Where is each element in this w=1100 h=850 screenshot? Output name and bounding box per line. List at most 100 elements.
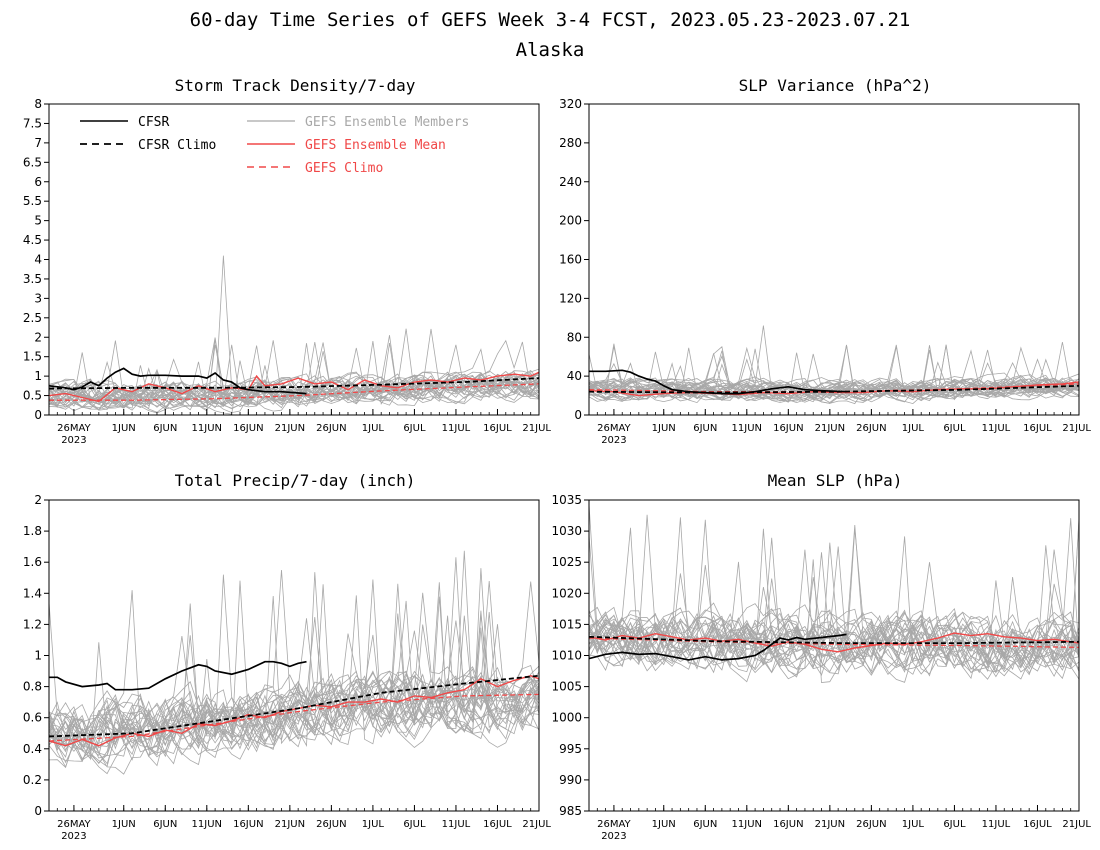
x-tick-label: 1JUL [362, 819, 385, 830]
y-tick-label: 1015 [551, 617, 582, 631]
ensemble-member-line [49, 664, 539, 746]
ensemble-member-line [49, 600, 539, 768]
y-tick-label: 320 [559, 97, 582, 111]
panel-title: Mean SLP (hPa) [768, 471, 903, 490]
panel-storm-track-density: Storm Track Density/7-day 0 0.5 1 1.5 2 2.5 3 3… [23, 76, 552, 446]
x-tick-label: 21JUL [522, 423, 551, 434]
legend-label-cfsr: CFSR [138, 115, 169, 130]
y-tick-label: 3 [34, 291, 42, 305]
x-tick-label: 26JUN [856, 423, 886, 434]
x-tick-year-label: 2023 [601, 831, 626, 842]
figure-title: 60-day Time Series of GEFS Week 3-4 FCST… [190, 9, 911, 31]
y-tick-label: 4 [34, 253, 42, 267]
x-tick-label: 1JUL [902, 423, 925, 434]
y-tick-label: 0.6 [23, 711, 42, 725]
x-tick-label: 26JUN [316, 423, 346, 434]
y-tick-label: 990 [559, 773, 582, 787]
plot-frame [48, 499, 540, 812]
ensemble-member-line [589, 519, 1079, 672]
ensemble-member-line [49, 584, 539, 756]
ensemble-member-line [49, 677, 539, 758]
legend-label-members: GEFS Ensemble Members [305, 115, 469, 130]
plot-frame [588, 103, 1080, 416]
x-tick-label: 6JUL [943, 423, 966, 434]
series-line-cfsr-climo [49, 377, 539, 390]
ensemble-member-line [49, 684, 539, 762]
x-tick-year-label: 2023 [61, 831, 86, 842]
x-tick-label: 16JUN [233, 819, 263, 830]
x-tick-label: 26MAY [57, 819, 91, 830]
y-tick-label: 1.5 [23, 350, 42, 364]
y-tick-label: 6 [34, 175, 42, 189]
x-tick-label: 6JUN [153, 819, 177, 830]
y-tick-label: 0.8 [23, 680, 42, 694]
x-tick-label: 16JUL [1023, 819, 1052, 830]
ensemble-member-line [49, 328, 539, 409]
x-tick-label: 16JUL [1023, 423, 1052, 434]
ensemble-member-line [49, 684, 539, 775]
plot-area [49, 550, 539, 775]
series-line-gefs-mean [589, 632, 1079, 653]
y-tick-label: 2 [34, 493, 42, 507]
ensemble-member-line [49, 360, 539, 415]
ensemble-member-line [49, 620, 539, 751]
y-tick-label: 0 [34, 804, 42, 818]
y-tick-label: 2 [34, 330, 42, 344]
y-tick-label: 1005 [551, 680, 582, 694]
x-tick-label: 1JUL [362, 423, 385, 434]
plot-area [49, 255, 539, 415]
y-tick-label: 1 [34, 649, 42, 663]
panel-mean-slp: Mean SLP (hPa) 985 990 995 1000 1005 1010 1015… [551, 471, 1091, 842]
ensemble-member-line [589, 613, 1079, 680]
panel-title: SLP Variance (hPa^2) [739, 76, 932, 95]
x-tick-label: 6JUL [403, 819, 426, 830]
ensemble-member-line [589, 520, 1079, 677]
x-tick-label: 11JUL [982, 819, 1011, 830]
x-tick-label: 1JUN [112, 819, 136, 830]
y-tick-label: 995 [559, 742, 582, 756]
legend-label-cfsr-climo: CFSR Climo [138, 138, 216, 153]
panel-title: Total Precip/7-day (inch) [175, 471, 416, 490]
series-line-cfsr-climo [589, 635, 1079, 644]
y-tick-label: 280 [559, 136, 582, 150]
series-line-cfsr [49, 660, 307, 691]
ensemble-member-line [49, 574, 539, 761]
x-tick-label: 26JUN [316, 819, 346, 830]
x-tick-label: 1JUN [652, 423, 676, 434]
y-tick-label: 40 [567, 369, 582, 383]
y-tick-label: 1.2 [23, 617, 42, 631]
legend-label-mean: GEFS Ensemble Mean [305, 138, 446, 153]
x-tick-label: 1JUN [112, 423, 136, 434]
ensemble-member-line [49, 335, 539, 410]
y-tick-label: 2.5 [23, 311, 42, 325]
y-tick-label: 1010 [551, 649, 582, 663]
x-tick-label: 11JUN [192, 423, 222, 434]
y-tick-label: 200 [559, 214, 582, 228]
ensemble-member-line [589, 346, 1079, 398]
x-tick-label: 11JUN [732, 819, 762, 830]
y-tick-label: 160 [559, 253, 582, 267]
plot-area [589, 325, 1079, 405]
series-line-cfsr [49, 367, 307, 395]
y-tick-label: 1035 [551, 493, 582, 507]
x-tick-label: 26MAY [57, 423, 91, 434]
x-tick-label: 11JUL [982, 423, 1011, 434]
y-tick-label: 0.2 [23, 773, 42, 787]
ensemble-member-line [589, 517, 1079, 675]
ensemble-member-line [49, 592, 539, 764]
ensemble-member-line [589, 344, 1079, 400]
ensemble-member-line [589, 578, 1079, 678]
y-tick-label: 0 [34, 408, 42, 422]
y-tick-label: 8 [34, 97, 42, 111]
x-tick-label: 21JUN [275, 819, 305, 830]
ensemble-member-line [589, 576, 1079, 668]
y-tick-label: 1025 [551, 555, 582, 569]
x-tick-label: 11JUL [442, 423, 471, 434]
y-tick-label: 4.5 [23, 233, 42, 247]
y-tick-label: 1 [34, 369, 42, 383]
x-tick-label: 11JUL [442, 819, 471, 830]
y-tick-label: 240 [559, 175, 582, 189]
x-tick-label: 16JUN [773, 819, 803, 830]
y-tick-label: 1000 [551, 711, 582, 725]
x-tick-label: 26MAY [597, 423, 631, 434]
